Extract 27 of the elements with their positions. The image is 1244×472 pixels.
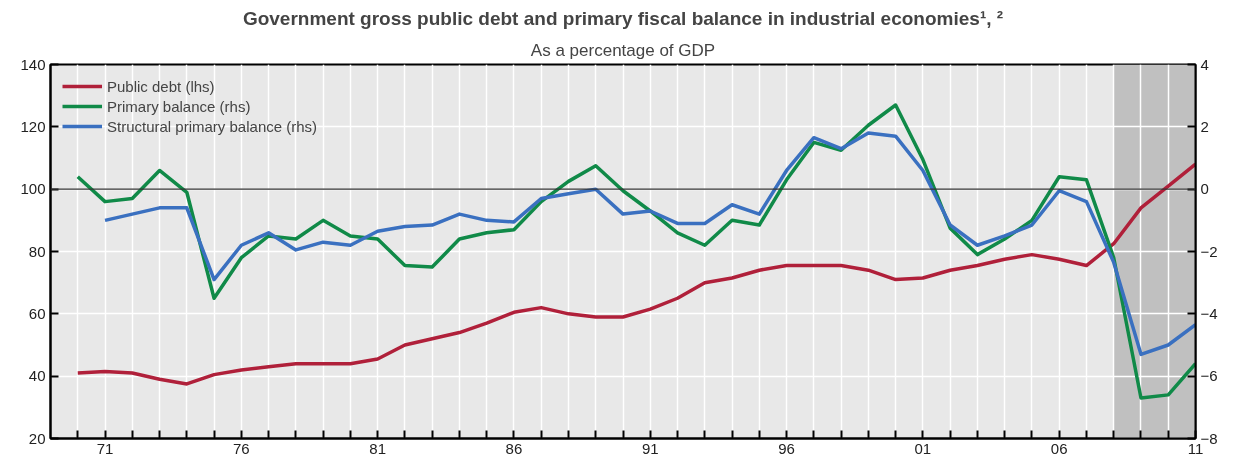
x-tick-label: 06 xyxy=(1050,439,1068,457)
line-series xyxy=(76,162,1196,386)
y2-tick-label: −4 xyxy=(1200,304,1218,322)
chart-subtitle: As a percentage of GDP xyxy=(530,40,716,60)
y2-tick-label: −2 xyxy=(1200,242,1218,260)
y-tick-label: 120 xyxy=(20,117,46,135)
y2-tick-label: 2 xyxy=(1200,117,1209,135)
y-tick-label: 140 xyxy=(20,55,46,73)
legend-label: Structural primary balance (rhs) xyxy=(107,117,318,135)
x-tick-label: 86 xyxy=(505,439,523,457)
y-tick-label: 80 xyxy=(28,242,46,260)
legend-label: Primary balance (rhs) xyxy=(107,97,251,115)
y-tick-label: 20 xyxy=(28,429,46,447)
legend-label: Public debt (lhs) xyxy=(107,77,215,95)
y2-tick-label: −6 xyxy=(1200,367,1218,385)
x-tick-label: 71 xyxy=(96,439,114,457)
y2-tick-label: 0 xyxy=(1200,180,1209,198)
chart-title: Government gross public debt and primary fiscal balance in industrial economies¹, ² xyxy=(242,7,1004,29)
x-tick-label: 76 xyxy=(232,439,250,457)
y2-tick-label: 4 xyxy=(1200,55,1209,73)
x-tick-label: 81 xyxy=(369,439,386,457)
y-tick-label: 40 xyxy=(28,367,46,385)
x-tick-label: 01 xyxy=(914,439,932,457)
y-tick-label: 100 xyxy=(20,180,46,198)
x-tick-label: 96 xyxy=(778,439,795,457)
x-tick-label: 91 xyxy=(641,439,659,457)
y-tick-label: 60 xyxy=(28,304,46,322)
